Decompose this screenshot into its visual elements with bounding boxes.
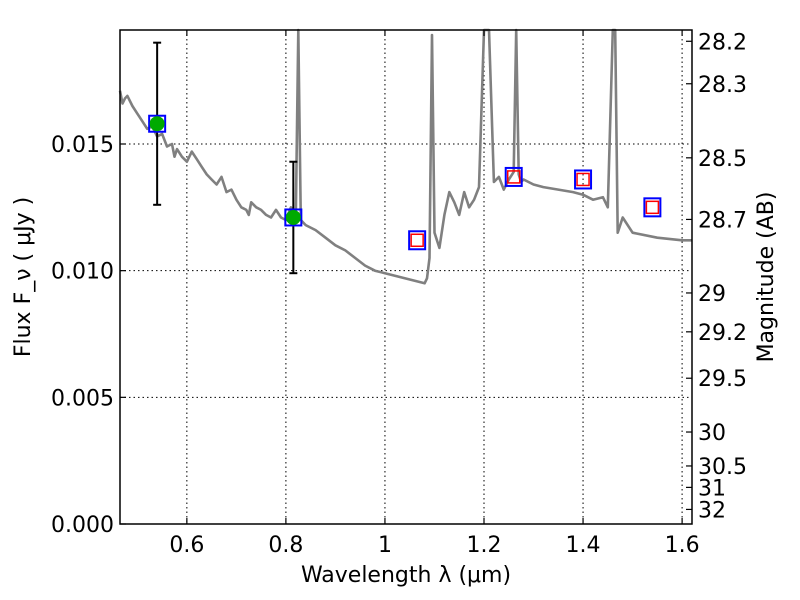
- mag-tick-label: 28.2: [698, 30, 747, 55]
- y-tick-label: 0.005: [51, 386, 114, 411]
- x-tick-label: 0.6: [169, 533, 204, 558]
- model-spectrum-line: [118, 28, 692, 285]
- plot-frame: [119, 29, 693, 525]
- model-point: [645, 200, 660, 215]
- x-tick-label: 1: [378, 533, 392, 558]
- model-point-box: [643, 197, 662, 218]
- right-axis-title: Magnitude (AB): [754, 192, 779, 363]
- x-tick-label: 0.8: [268, 533, 303, 558]
- observed-box: [148, 114, 167, 133]
- y-tick-label: 0.010: [51, 260, 114, 285]
- mag-tick-label: 28.7: [698, 208, 747, 233]
- axis-ticks: 0.6 0.8 1 1.2 1.4 1.6 0.000 0.005 0.010 0.015 28.2…: [51, 30, 747, 558]
- mag-tick-label: 32: [698, 498, 726, 523]
- y-tick-label: 0.000: [51, 513, 114, 538]
- mag-tick-label: 29: [698, 282, 726, 307]
- mag-tick-label: 29.5: [698, 367, 747, 392]
- model-point: [410, 233, 424, 248]
- model-point: [506, 170, 521, 184]
- model-point-box: [504, 166, 523, 187]
- y-axis-title: Flux F_ν ( μJy ): [11, 197, 36, 357]
- data-points-group: [148, 41, 662, 275]
- y-tick-label: 0.015: [51, 133, 114, 158]
- observed-point: [149, 116, 165, 132]
- x-tick-label: 1.2: [467, 533, 502, 558]
- observed-box: [284, 208, 303, 227]
- mag-tick-label: 29.2: [698, 321, 747, 346]
- x-tick-label: 1.6: [665, 533, 700, 558]
- model-point-box: [408, 230, 427, 251]
- observed-point: [285, 209, 301, 225]
- mag-tick-label: 30.5: [698, 455, 747, 480]
- mag-tick-label: 28.3: [698, 73, 747, 98]
- mag-tick-label: 31: [698, 476, 726, 501]
- grid-lines: [120, 30, 692, 525]
- model-spectrum-group: [118, 28, 692, 285]
- mag-tick-label: 30: [698, 421, 726, 446]
- x-tick-label: 1.4: [566, 533, 601, 558]
- x-axis-title: Wavelength λ (μm): [301, 563, 511, 588]
- model-point: [576, 172, 590, 187]
- model-point-box: [574, 169, 593, 190]
- mag-tick-label: 28.5: [698, 147, 747, 172]
